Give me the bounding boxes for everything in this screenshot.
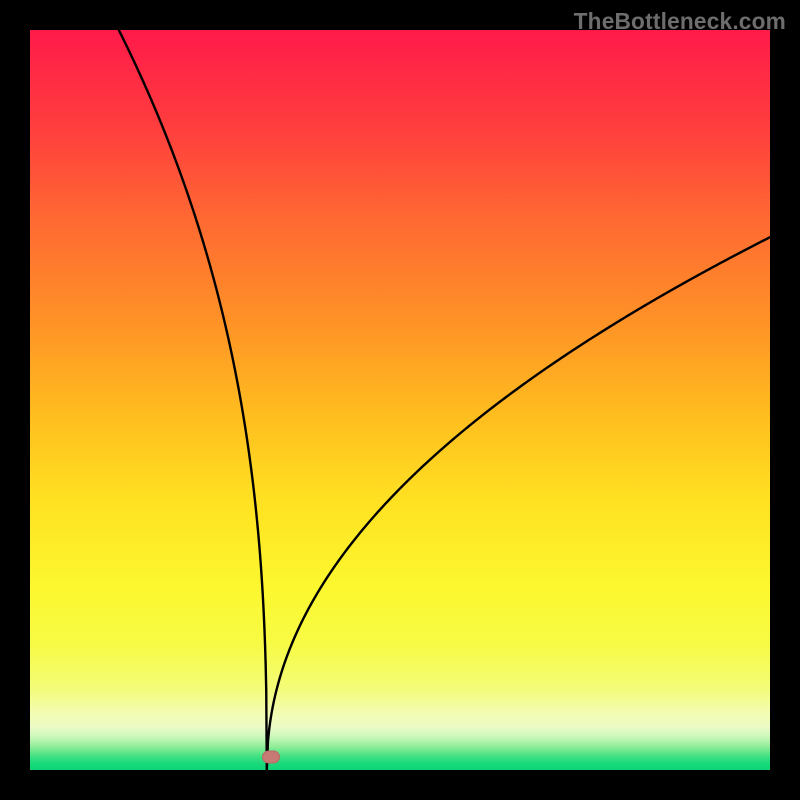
bottleneck-curve	[30, 30, 770, 770]
plot-area	[30, 30, 770, 770]
optimal-point-marker	[262, 750, 280, 763]
figure-canvas: TheBottleneck.com	[0, 0, 800, 800]
